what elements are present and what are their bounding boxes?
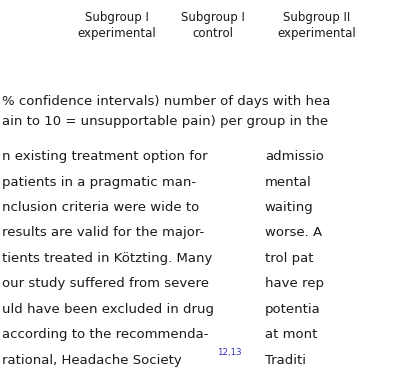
Text: Traditi: Traditi — [265, 354, 306, 367]
Text: 12,13: 12,13 — [217, 348, 241, 357]
Text: at mont: at mont — [265, 328, 317, 341]
Text: n existing treatment option for: n existing treatment option for — [2, 150, 208, 163]
Text: waiting: waiting — [265, 201, 314, 214]
Text: potentia: potentia — [265, 303, 321, 316]
Text: mental: mental — [265, 176, 311, 189]
Text: according to the recommenda-: according to the recommenda- — [2, 328, 208, 341]
Text: Subgroup I
experimental: Subgroup I experimental — [78, 11, 156, 40]
Text: Subgroup II
experimental: Subgroup II experimental — [278, 11, 356, 40]
Text: worse. A: worse. A — [265, 226, 322, 240]
Text: rational, Headache Society: rational, Headache Society — [2, 354, 182, 367]
Text: trol pat: trol pat — [265, 252, 313, 265]
Text: % confidence intervals) number of days with hea: % confidence intervals) number of days w… — [2, 95, 330, 108]
Text: have rep: have rep — [265, 278, 324, 290]
Text: uld have been excluded in drug: uld have been excluded in drug — [2, 303, 214, 316]
Text: tients treated in Kötzting. Many: tients treated in Kötzting. Many — [2, 252, 212, 265]
Text: results are valid for the major-: results are valid for the major- — [2, 226, 204, 240]
Text: admissio: admissio — [265, 150, 324, 163]
Text: nclusion criteria were wide to: nclusion criteria were wide to — [2, 201, 199, 214]
Text: Subgroup I
control: Subgroup I control — [181, 11, 245, 40]
Text: ain to 10 = unsupportable pain) per group in the: ain to 10 = unsupportable pain) per grou… — [2, 115, 328, 128]
Text: our study suffered from severe: our study suffered from severe — [2, 278, 209, 290]
Text: patients in a pragmatic man-: patients in a pragmatic man- — [2, 176, 196, 189]
